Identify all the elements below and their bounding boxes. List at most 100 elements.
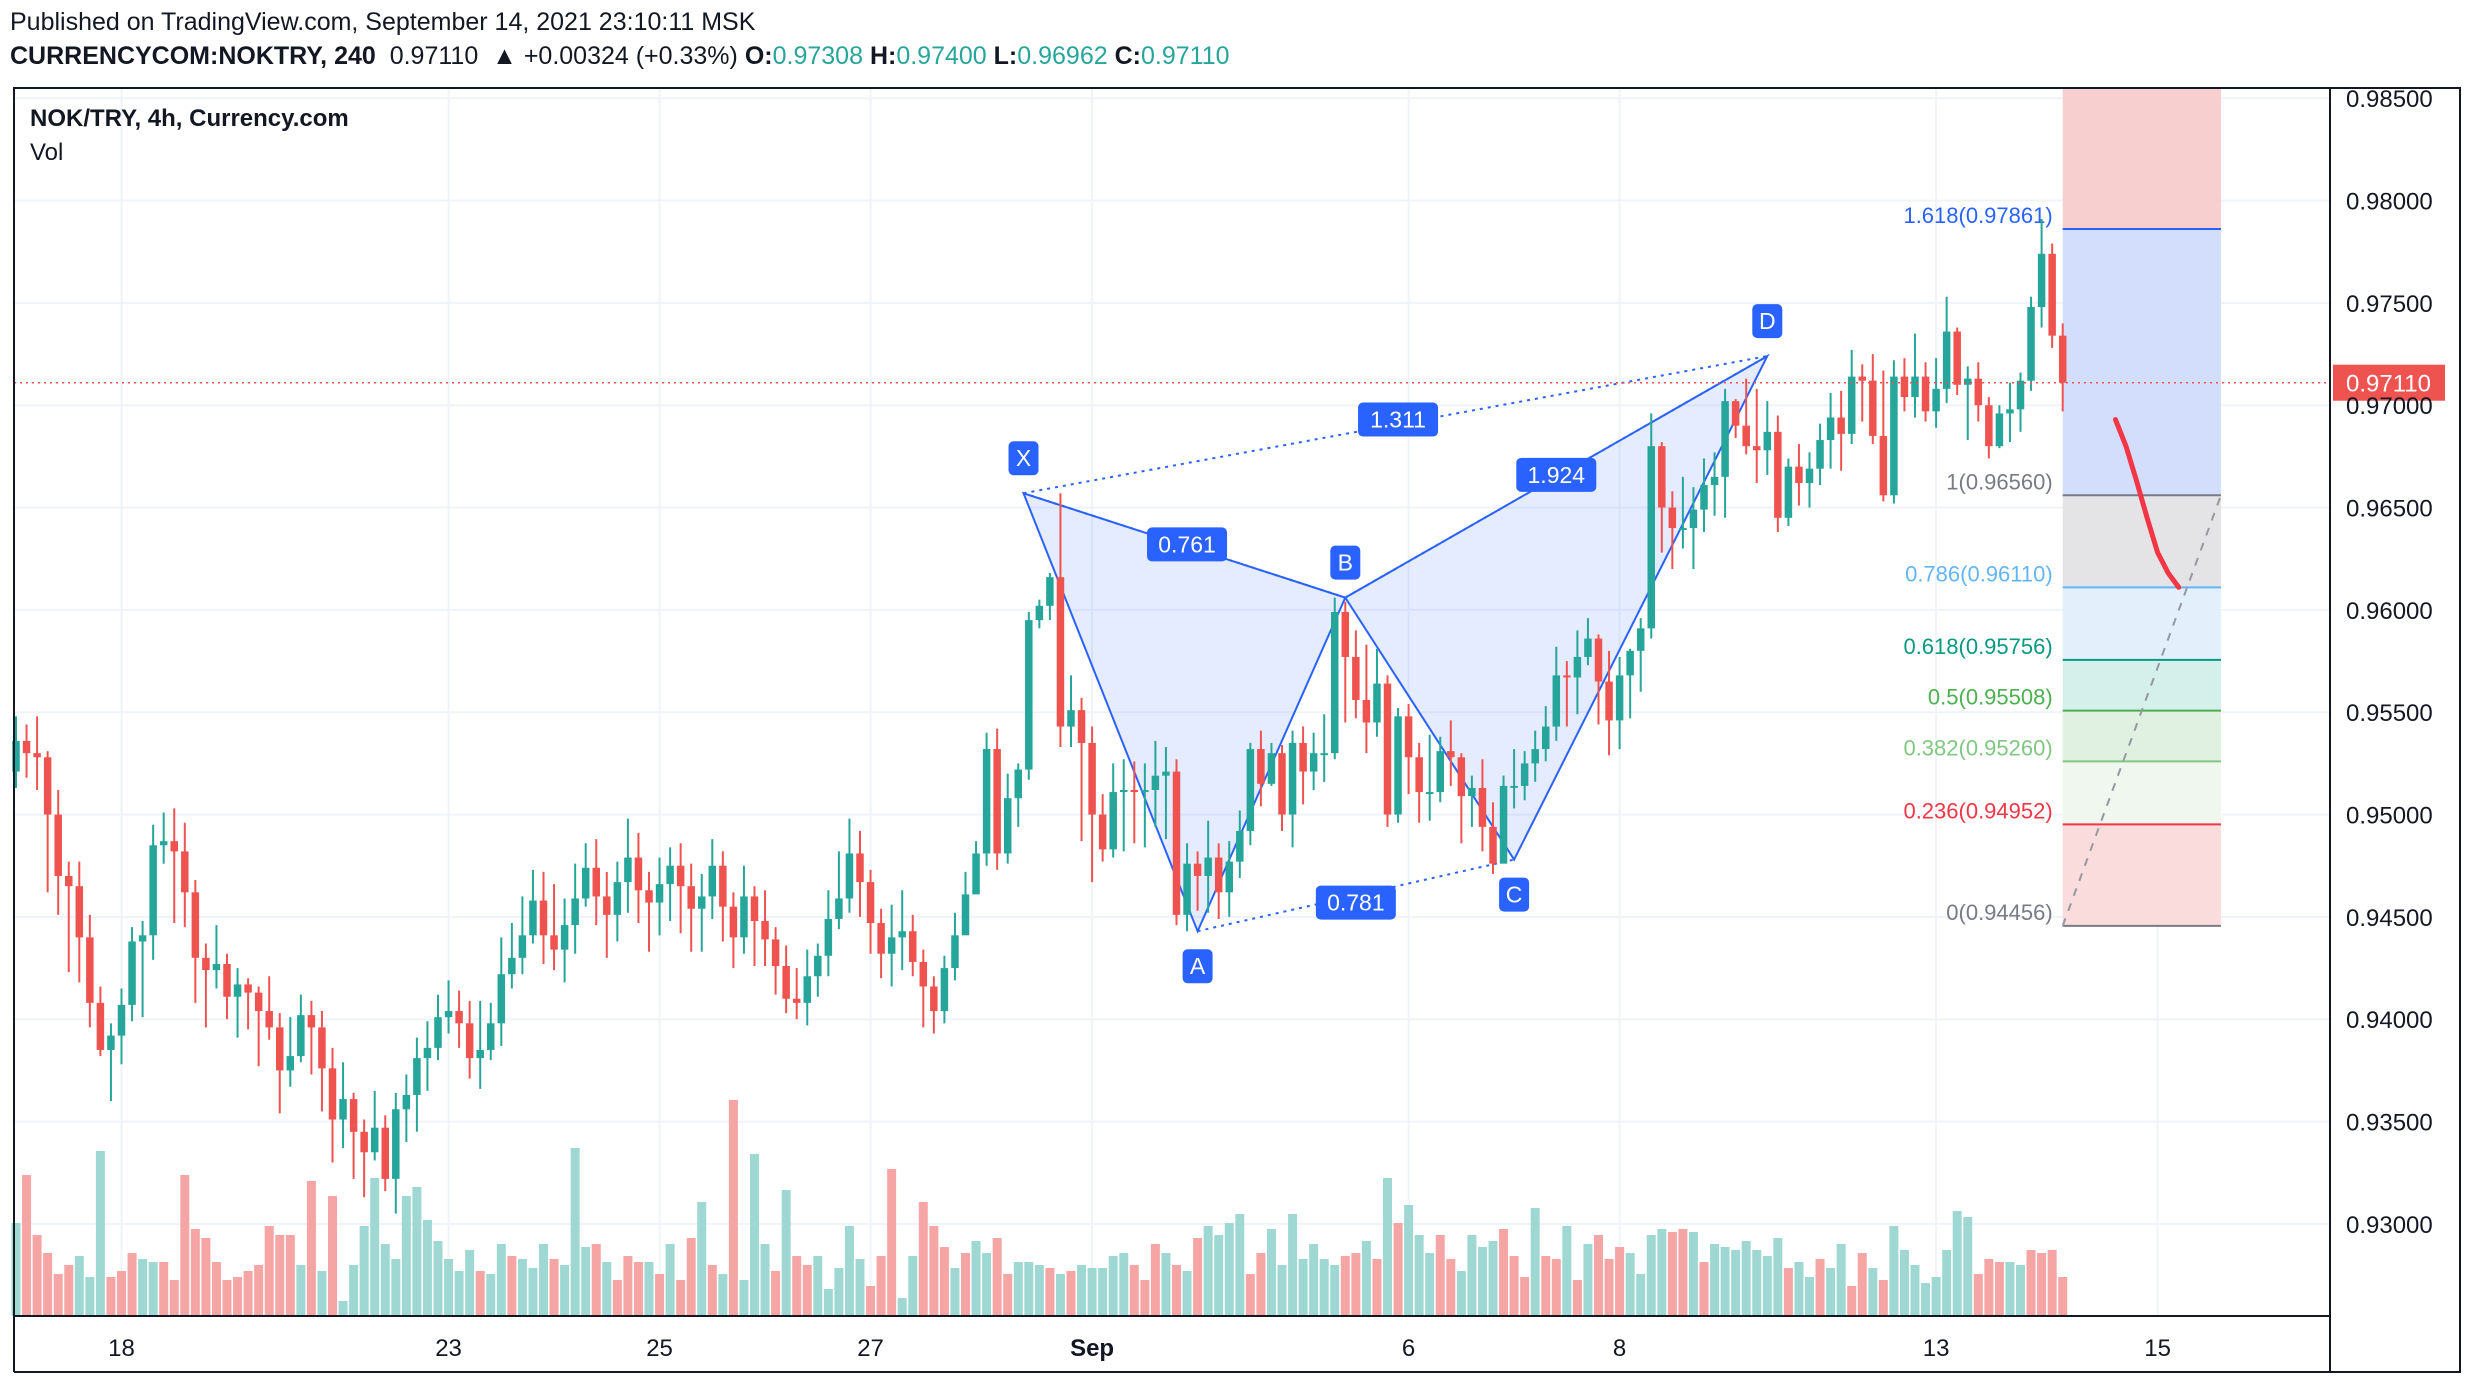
volume-bar — [570, 1148, 580, 1316]
volume-bar — [1783, 1268, 1793, 1316]
volume-bar — [338, 1301, 348, 1316]
volume-bar — [2016, 1265, 2025, 1316]
volume-bar — [1805, 1277, 1814, 1316]
volume-bar — [982, 1253, 992, 1316]
volume-bar — [1910, 1265, 1920, 1316]
candle-body — [138, 935, 147, 942]
volume-bar — [1119, 1253, 1129, 1316]
candle-body — [497, 974, 506, 1024]
volume-legend[interactable]: Vol — [30, 139, 64, 166]
candle-body — [86, 937, 94, 1003]
volume-bar — [117, 1271, 126, 1316]
volume-bar — [1467, 1235, 1477, 1316]
candle-body — [2048, 253, 2056, 336]
volume-bar — [1477, 1247, 1487, 1316]
candle-body — [1352, 656, 1360, 700]
candle-body — [1837, 417, 1845, 434]
candle-body — [1964, 378, 1972, 385]
last-price-badge-label: 0.97110 — [2346, 371, 2431, 398]
candle-body — [866, 882, 875, 924]
candle-body — [1921, 376, 1930, 412]
candle-body — [930, 986, 938, 1012]
candle-body — [1183, 863, 1191, 915]
volume-bar — [1509, 1256, 1519, 1316]
volume-bar — [1921, 1283, 1931, 1316]
price-axis-frame — [2329, 87, 2461, 1373]
candle-body — [318, 1027, 326, 1069]
volume-bar — [876, 1256, 886, 1316]
pattern-ratio-label: 0.781 — [1327, 890, 1385, 916]
volume-bar — [971, 1241, 981, 1316]
candle-body — [1985, 405, 1993, 447]
candle-body — [1077, 710, 1086, 743]
volume-bar — [718, 1274, 728, 1316]
volume-bar — [676, 1280, 686, 1316]
symbol-label[interactable]: CURRENCYCOM:NOKTRY, 240 — [10, 42, 376, 70]
candle-body — [1647, 446, 1655, 629]
candle-body — [276, 1027, 284, 1071]
chart-legend-title[interactable]: NOK/TRY, 4h, Currency.com — [30, 105, 349, 132]
candle-body — [381, 1127, 389, 1179]
candle-body — [1531, 749, 1539, 764]
candle-body — [1974, 378, 1983, 406]
volume-bar — [602, 1262, 612, 1316]
volume-bar — [1182, 1271, 1192, 1316]
volume-bar — [855, 1259, 865, 1316]
candle-body — [1900, 376, 1909, 398]
volume-bar — [1594, 1235, 1603, 1316]
candle-body — [2016, 380, 2025, 410]
volume-bar — [1615, 1247, 1625, 1316]
volume-bar — [127, 1253, 137, 1316]
volume-bar — [1520, 1277, 1530, 1316]
volume-bar — [560, 1265, 570, 1316]
x-tick-label: Sep — [1070, 1335, 1114, 1362]
candle-body — [581, 867, 590, 899]
volume-bar — [1857, 1253, 1867, 1316]
candle-body — [729, 906, 738, 938]
volume-bar — [633, 1262, 643, 1316]
x-tick-label: 13 — [1923, 1335, 1950, 1362]
candle-body — [1341, 611, 1350, 657]
volume-bar — [1963, 1217, 1973, 1316]
candle-body — [792, 998, 801, 1003]
volume-bar — [1309, 1244, 1319, 1316]
fib-level-label: 0.236(0.94952) — [1903, 798, 2052, 823]
candle-body — [2006, 409, 2014, 414]
volume-bar — [1245, 1274, 1255, 1316]
candle-body — [465, 1023, 474, 1059]
candle-body — [719, 865, 727, 907]
candle-body — [1457, 757, 1466, 797]
low-label: L: — [993, 42, 1018, 70]
volume-bar — [771, 1271, 781, 1316]
volume-bar — [844, 1226, 854, 1316]
candle-body — [571, 898, 579, 926]
candle-body — [1172, 771, 1181, 915]
volume-bar — [1446, 1259, 1456, 1316]
volume-bar — [918, 1202, 928, 1316]
candle-body — [244, 984, 252, 993]
volume-bar — [1572, 1280, 1582, 1316]
candle-body — [698, 896, 706, 909]
candle-body — [898, 931, 906, 938]
candle-body — [814, 955, 822, 977]
volume-bar — [180, 1175, 190, 1316]
candle-body — [1499, 785, 1508, 864]
volume-bar — [1319, 1259, 1329, 1316]
volume-bar — [95, 1151, 105, 1316]
volume-bar — [222, 1280, 232, 1316]
fib-zone-1618 — [2062, 229, 2221, 496]
axes: 0.98500 0.98000 0.97500 0.97000 0.96500 0.960… — [13, 86, 2461, 1373]
volume-bar — [1414, 1235, 1424, 1316]
candle-body — [202, 957, 210, 971]
volume-bar — [1277, 1265, 1287, 1316]
harmonic-pattern[interactable] — [1021, 353, 1770, 934]
candle-body — [1436, 751, 1444, 793]
candle-body — [1594, 638, 1603, 682]
volume-bar — [211, 1262, 221, 1316]
candle-body — [1299, 742, 1307, 772]
volume-bar — [1931, 1277, 1941, 1316]
volume-bar — [517, 1259, 527, 1316]
fibonacci-tool[interactable]: 1.618(0.97861) 1(0.96560) 0.786(0.96110) 0.… — [1903, 88, 2222, 927]
candle-body — [856, 853, 864, 883]
